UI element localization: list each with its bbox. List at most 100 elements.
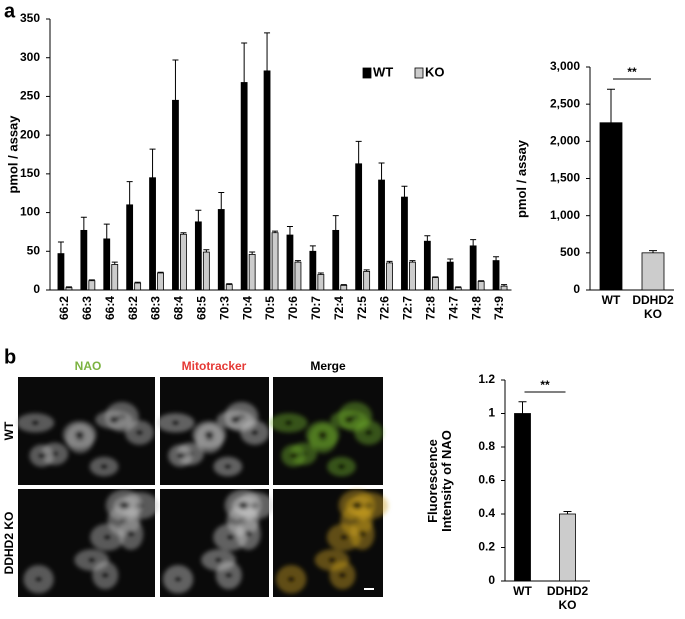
y-tick-label: 0 [573,282,580,296]
bar [355,163,363,291]
y-tick-label: 0.6 [478,473,495,487]
nucleus [249,428,260,437]
bar [88,280,96,291]
x-tick-label: 74:9 [492,296,506,320]
error-bar [149,148,156,178]
bar [500,285,508,291]
bar [134,282,142,291]
x-tick-label: 70:7 [309,296,323,320]
error-bar [195,209,202,222]
bar [202,251,210,291]
error-bar [103,223,110,239]
bar [240,82,248,291]
bar [386,262,393,291]
x-tick-label: 74:8 [469,296,483,320]
bar [248,253,256,291]
bar [559,513,576,582]
nucleus [225,533,236,542]
error-bar [563,510,572,514]
x-tick-label: 72:7 [401,296,415,320]
x-tick-label: WT [601,293,621,307]
legend-swatch [414,67,424,79]
y-tick-label: 2,000 [550,134,580,148]
nucleus [338,533,349,542]
x-tick-label: 68:3 [149,296,163,320]
error-bar [518,401,527,414]
y-tick-label: 0.2 [478,540,495,554]
bar [149,177,156,291]
nucleus [36,451,47,460]
bar [194,221,202,291]
cells [269,401,384,477]
nucleus [134,428,145,437]
panel-label: b [4,346,16,368]
cells [156,401,270,477]
y-tick-label: 250 [20,89,40,103]
nucleus [336,462,347,471]
bar [401,196,408,291]
nucleus [213,556,224,565]
y-tick-label: 0.8 [478,439,495,453]
bar [286,234,294,291]
x-tick-label: DDHD2 KO [632,293,674,321]
nucleus [175,451,186,460]
x-tick-label: 70:4 [240,296,254,320]
error-bar [264,32,271,71]
bar [469,245,477,291]
y-tick-label: 1 [488,406,495,420]
x-tick-label: 72:5 [355,296,369,320]
nucleus [33,575,44,584]
bar [454,287,462,291]
error-bar [126,181,133,205]
y-tick-label: 300 [20,50,40,64]
x-tick-label: WT [513,584,532,598]
x-tick-label: 66:3 [80,296,94,320]
column-header: Merge [310,359,346,373]
bar [641,252,665,291]
nucleus [204,430,215,439]
row-label: WT [2,421,16,440]
y-tick-label: 2,500 [550,96,580,110]
bar [477,281,485,291]
x-tick-label: 66:2 [57,296,71,320]
y-axis-label: pmol / assay [514,139,529,218]
error-bar [218,191,225,210]
bar [172,99,179,291]
bar [111,264,119,291]
error-bar [355,140,362,164]
y-tick-label: 0 [33,282,40,296]
nucleus [363,428,374,437]
error-bar [309,245,316,252]
error-bar [172,59,179,101]
nucleus [222,462,233,471]
significance-label: ** [627,65,637,79]
bar [492,260,500,291]
nucleus [30,418,41,427]
bar [409,261,416,291]
bar [423,240,431,291]
bar [431,277,439,291]
nucleus [102,533,113,542]
cells [23,489,159,594]
bar [217,209,225,291]
bar [309,250,317,291]
panel-label: a [4,0,16,22]
x-tick-label: 68:2 [126,296,140,320]
error-bar [447,258,454,263]
nucleus [86,556,97,565]
legend-swatch [362,67,372,79]
bar [157,272,164,291]
nucleus [170,418,181,427]
nucleus [344,415,355,424]
nucleus [337,571,348,580]
error-bar [470,239,477,246]
nucleus [100,571,111,580]
y-tick-label: 1,000 [550,208,580,222]
cells [162,489,275,594]
micrographs [16,377,389,597]
nucleus [286,575,297,584]
bar [180,233,187,291]
column-header: NAO [75,359,102,373]
cells [276,489,389,594]
